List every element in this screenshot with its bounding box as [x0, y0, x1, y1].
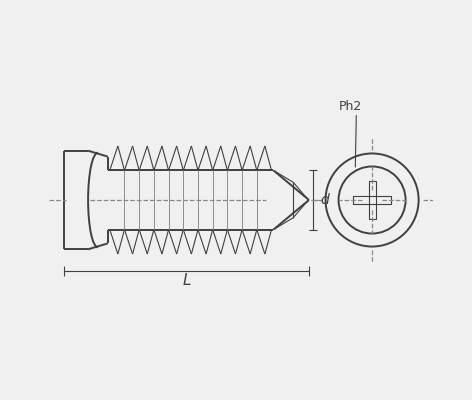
Text: Ph2: Ph2: [339, 100, 362, 113]
Text: L: L: [183, 273, 191, 288]
Text: d: d: [321, 193, 329, 207]
